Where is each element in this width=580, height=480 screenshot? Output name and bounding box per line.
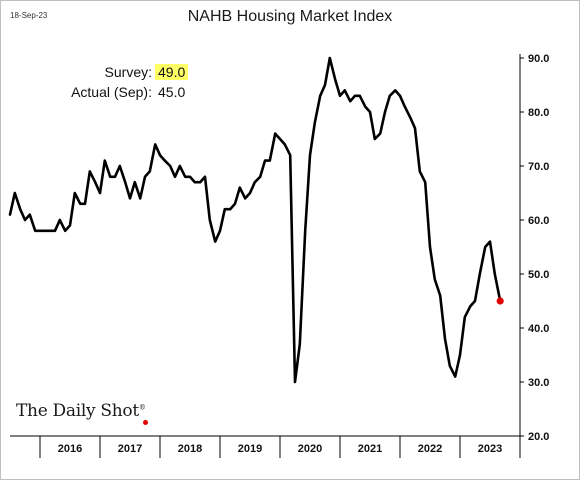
actual-row: Actual (Sep):	[0, 84, 152, 102]
y-tick-label: 20.0	[528, 431, 549, 443]
y-tick-label: 80.0	[528, 107, 549, 119]
x-tick-label: 2021	[358, 443, 382, 455]
y-tick-label: 40.0	[528, 323, 549, 335]
survey-value: 49.0	[155, 64, 189, 80]
x-tick-label: 2018	[178, 443, 202, 455]
x-tick-label: 2017	[118, 443, 142, 455]
logo-mark: ®	[138, 403, 146, 412]
survey-row: Survey:	[0, 64, 152, 82]
logo-text: The Daily Shot	[16, 401, 139, 421]
chart-title: NAHB Housing Market Index	[187, 8, 393, 25]
daily-shot-logo: The Daily Shot®	[16, 401, 146, 421]
x-tick-label: 2016	[58, 443, 82, 455]
x-axis-ticks: 2016 2017 2018 2019 2020 2021 2022 2023	[39, 436, 521, 458]
y-tick-label: 70.0	[528, 161, 549, 173]
logo-dot-icon	[143, 420, 148, 425]
y-tick-label: 50.0	[528, 269, 549, 281]
series-line	[8, 56, 502, 384]
y-tick-label: 60.0	[528, 215, 549, 227]
actual-value: 45.0	[158, 84, 186, 100]
x-tick-label: 2023	[478, 443, 502, 455]
y-tick-label: 30.0	[528, 377, 549, 389]
chart-date: 18-Sep-23	[10, 11, 48, 20]
y-axis-ticks: 20.0 30.0 40.0 50.0 60.0 70.0 80.0 90.0	[520, 53, 549, 443]
x-tick-label: 2022	[418, 443, 442, 455]
actual-label: Actual (Sep):	[71, 84, 152, 100]
series-group	[8, 56, 504, 384]
x-tick-label: 2019	[238, 443, 262, 455]
y-tick-label: 90.0	[528, 53, 549, 65]
last-point-marker	[496, 297, 504, 305]
survey-label: Survey:	[104, 64, 152, 80]
x-tick-label: 2020	[298, 443, 322, 455]
chart-axes	[10, 54, 521, 437]
